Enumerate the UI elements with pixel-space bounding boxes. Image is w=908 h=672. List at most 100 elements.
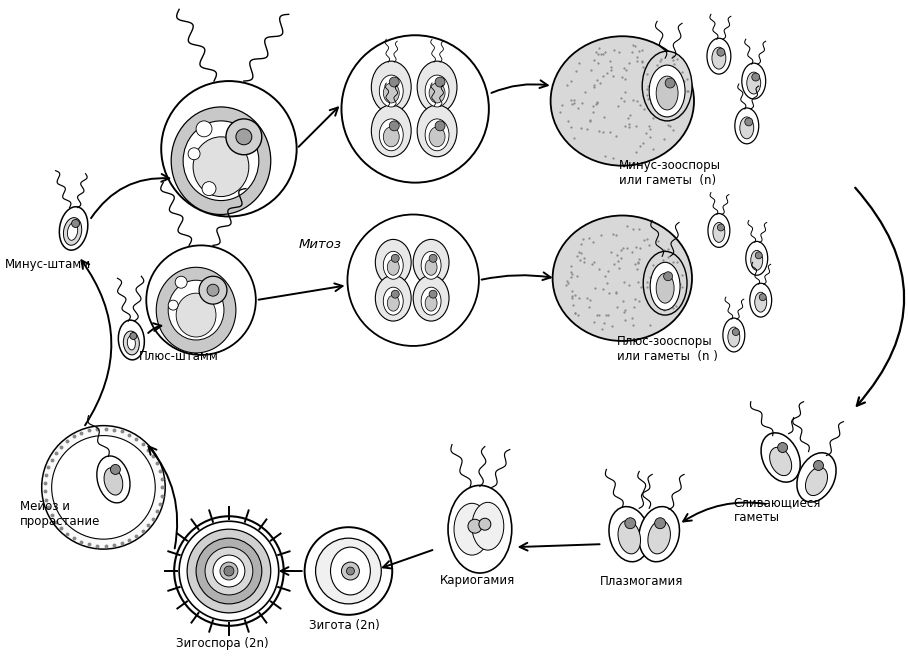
Ellipse shape bbox=[805, 467, 827, 495]
Circle shape bbox=[347, 567, 354, 575]
Ellipse shape bbox=[429, 127, 445, 146]
Ellipse shape bbox=[639, 507, 679, 562]
Circle shape bbox=[429, 254, 437, 262]
Circle shape bbox=[304, 528, 392, 615]
Circle shape bbox=[752, 73, 760, 81]
Ellipse shape bbox=[643, 251, 687, 315]
Ellipse shape bbox=[127, 336, 135, 350]
Circle shape bbox=[42, 425, 165, 549]
Ellipse shape bbox=[650, 262, 680, 310]
Circle shape bbox=[236, 129, 252, 144]
Ellipse shape bbox=[383, 287, 403, 315]
Circle shape bbox=[348, 214, 479, 346]
Ellipse shape bbox=[413, 239, 449, 285]
Ellipse shape bbox=[712, 47, 725, 69]
Ellipse shape bbox=[656, 76, 678, 110]
Ellipse shape bbox=[740, 117, 754, 139]
Circle shape bbox=[435, 121, 445, 131]
Circle shape bbox=[72, 220, 80, 227]
Text: Зигоспора (2n): Зигоспора (2n) bbox=[176, 636, 269, 650]
Circle shape bbox=[168, 300, 178, 310]
Circle shape bbox=[196, 121, 212, 137]
Circle shape bbox=[666, 78, 675, 88]
Ellipse shape bbox=[380, 119, 403, 151]
Circle shape bbox=[187, 529, 271, 613]
Circle shape bbox=[226, 119, 262, 155]
Circle shape bbox=[468, 519, 482, 533]
Ellipse shape bbox=[425, 75, 449, 107]
Ellipse shape bbox=[156, 267, 236, 353]
Ellipse shape bbox=[649, 65, 685, 117]
Circle shape bbox=[179, 521, 279, 621]
Ellipse shape bbox=[448, 485, 512, 573]
Circle shape bbox=[175, 276, 187, 288]
Text: Плюс-штамм: Плюс-штамм bbox=[139, 350, 219, 363]
Ellipse shape bbox=[375, 239, 411, 285]
Text: Плюс-зооспоры
или гаметы  (n ): Плюс-зооспоры или гаметы (n ) bbox=[617, 335, 718, 363]
Circle shape bbox=[196, 538, 262, 604]
Ellipse shape bbox=[723, 318, 745, 352]
Ellipse shape bbox=[97, 456, 130, 503]
Ellipse shape bbox=[421, 287, 441, 315]
Text: Минус-штамм: Минус-штамм bbox=[5, 258, 91, 271]
Ellipse shape bbox=[67, 222, 78, 241]
Ellipse shape bbox=[425, 119, 449, 151]
Circle shape bbox=[202, 181, 216, 196]
Circle shape bbox=[745, 118, 753, 126]
Ellipse shape bbox=[331, 547, 370, 595]
Ellipse shape bbox=[425, 295, 437, 311]
Circle shape bbox=[664, 271, 673, 281]
Ellipse shape bbox=[755, 292, 766, 312]
Ellipse shape bbox=[104, 468, 123, 495]
Text: Минус-зооспоры
или гаметы  (n): Минус-зооспоры или гаметы (n) bbox=[619, 159, 721, 187]
Circle shape bbox=[759, 294, 766, 300]
Circle shape bbox=[188, 148, 200, 160]
Circle shape bbox=[755, 252, 762, 259]
Circle shape bbox=[391, 290, 400, 298]
Ellipse shape bbox=[375, 276, 411, 321]
Ellipse shape bbox=[770, 448, 792, 476]
Ellipse shape bbox=[176, 293, 216, 337]
Circle shape bbox=[111, 464, 121, 474]
Ellipse shape bbox=[383, 127, 400, 146]
Ellipse shape bbox=[750, 283, 772, 317]
Circle shape bbox=[390, 77, 400, 87]
Ellipse shape bbox=[728, 327, 740, 347]
Circle shape bbox=[213, 555, 245, 587]
Ellipse shape bbox=[417, 61, 457, 113]
Ellipse shape bbox=[735, 108, 759, 144]
Ellipse shape bbox=[425, 259, 437, 276]
Circle shape bbox=[814, 460, 824, 470]
Ellipse shape bbox=[429, 83, 445, 103]
Ellipse shape bbox=[183, 121, 259, 200]
Ellipse shape bbox=[413, 276, 449, 321]
Ellipse shape bbox=[383, 251, 403, 280]
Ellipse shape bbox=[168, 280, 224, 340]
Ellipse shape bbox=[454, 503, 489, 555]
Circle shape bbox=[717, 48, 725, 56]
Ellipse shape bbox=[553, 216, 692, 341]
Ellipse shape bbox=[550, 36, 694, 166]
Ellipse shape bbox=[648, 520, 670, 554]
Circle shape bbox=[224, 566, 234, 576]
Circle shape bbox=[341, 35, 489, 183]
Circle shape bbox=[162, 81, 297, 216]
Circle shape bbox=[146, 245, 256, 355]
Ellipse shape bbox=[745, 241, 767, 276]
Circle shape bbox=[479, 518, 491, 530]
Ellipse shape bbox=[371, 105, 411, 157]
Circle shape bbox=[777, 443, 787, 452]
Ellipse shape bbox=[609, 507, 649, 562]
Ellipse shape bbox=[383, 83, 400, 103]
Text: Плазмогамия: Плазмогамия bbox=[599, 575, 683, 588]
Circle shape bbox=[174, 516, 283, 626]
Text: Зигота (2n): Зигота (2n) bbox=[309, 619, 380, 632]
Ellipse shape bbox=[193, 137, 249, 197]
Circle shape bbox=[205, 547, 252, 595]
Ellipse shape bbox=[751, 251, 763, 270]
Ellipse shape bbox=[172, 107, 271, 214]
Circle shape bbox=[199, 276, 227, 304]
Ellipse shape bbox=[59, 207, 88, 250]
Circle shape bbox=[429, 290, 437, 298]
Ellipse shape bbox=[642, 51, 692, 121]
